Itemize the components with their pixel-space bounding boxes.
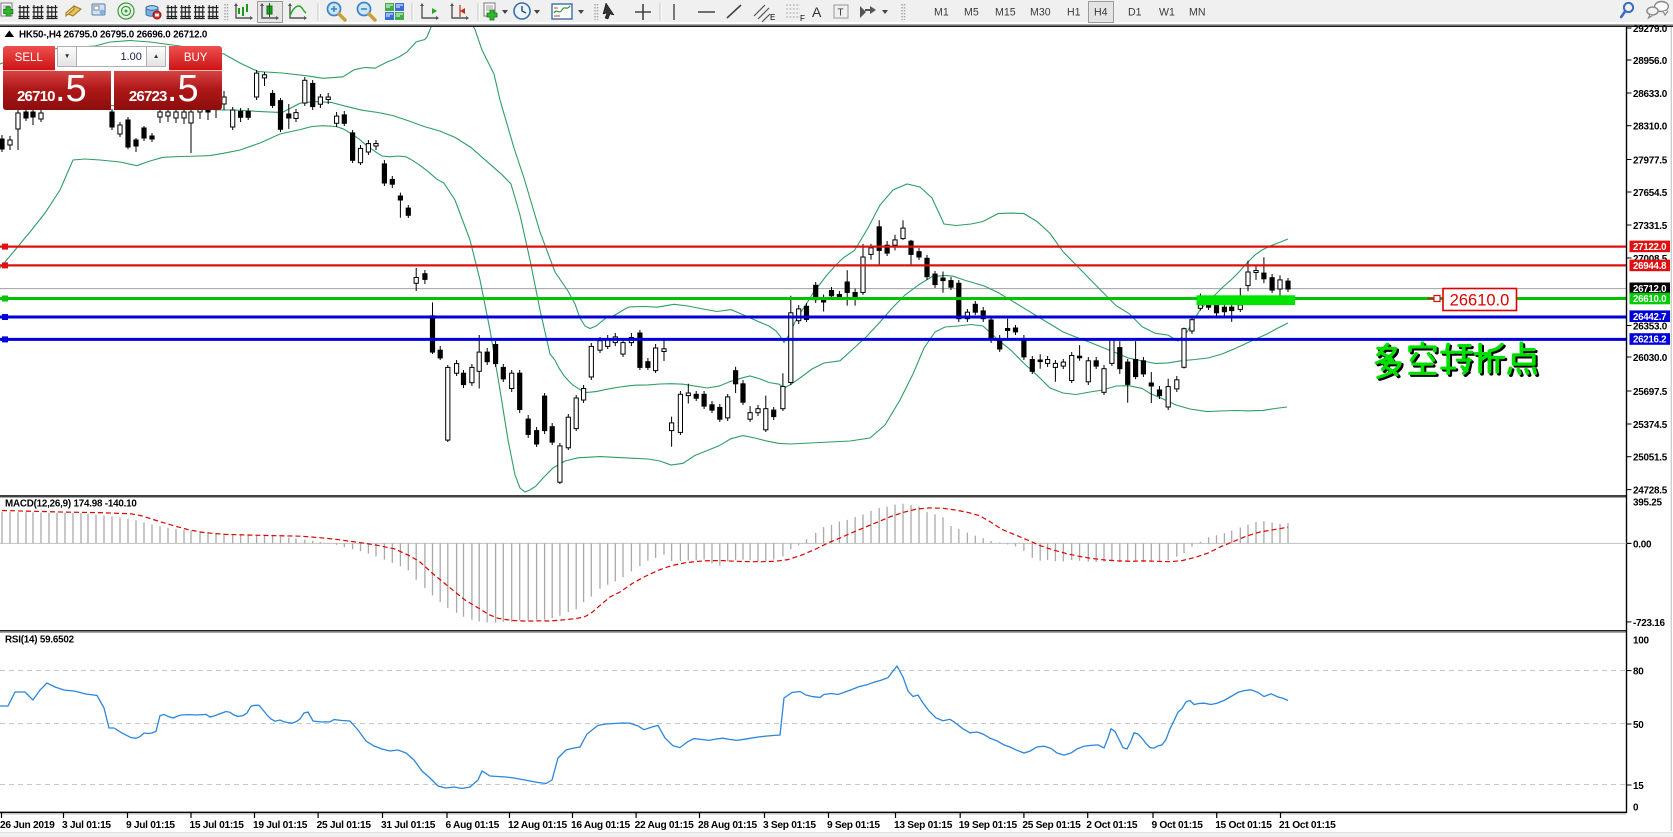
svg-text:26944.8: 26944.8 (1633, 261, 1667, 272)
svg-text:0.00: 0.00 (1633, 539, 1652, 550)
svg-text:50: 50 (1633, 720, 1644, 731)
svg-text:25051.5: 25051.5 (1633, 453, 1668, 464)
svg-text:A: A (812, 4, 822, 20)
svg-text:-723.16: -723.16 (1633, 618, 1666, 629)
svg-text:6 Aug 01:15: 6 Aug 01:15 (446, 820, 500, 831)
svg-text:12 Aug 01:15: 12 Aug 01:15 (508, 820, 568, 831)
svg-text:29279.0: 29279.0 (1633, 24, 1668, 35)
svg-text:25374.5: 25374.5 (1633, 420, 1668, 431)
svg-text:27654.5: 27654.5 (1633, 188, 1668, 199)
svg-text:22 Aug 01:15: 22 Aug 01:15 (635, 820, 695, 831)
svg-text:2 Oct 01:15: 2 Oct 01:15 (1086, 820, 1138, 831)
svg-text:F: F (800, 14, 805, 23)
svg-text:26 Jun 2019: 26 Jun 2019 (0, 820, 55, 831)
svg-text:100: 100 (1633, 636, 1649, 647)
svg-text:27008.5: 27008.5 (1633, 254, 1668, 265)
svg-text:395.25: 395.25 (1633, 498, 1662, 509)
svg-text:HK50-,H4 26795.0 26795.0 2669: HK50-,H4 26795.0 26795.0 26696.0 26712.0 (19, 30, 208, 41)
svg-text:13 Sep 01:15: 13 Sep 01:15 (894, 820, 953, 831)
svg-text:0: 0 (1633, 803, 1639, 814)
svg-text:25 Jul 01:15: 25 Jul 01:15 (317, 820, 372, 831)
svg-text:RSI(14) 59.6502: RSI(14) 59.6502 (5, 635, 75, 646)
svg-text:27122.0: 27122.0 (1633, 242, 1666, 253)
svg-text:H1: H1 (1067, 7, 1081, 19)
svg-text:M5: M5 (964, 7, 979, 19)
svg-text:26353.0: 26353.0 (1633, 321, 1668, 332)
svg-text:H4: H4 (1094, 7, 1108, 19)
svg-text:9 Jul 01:15: 9 Jul 01:15 (126, 820, 175, 831)
svg-text:26442.7: 26442.7 (1633, 312, 1666, 323)
svg-text:28633.0: 28633.0 (1633, 89, 1668, 100)
svg-text:28 Aug 01:15: 28 Aug 01:15 (698, 820, 758, 831)
svg-text:D1: D1 (1128, 7, 1142, 19)
svg-text:M15: M15 (995, 7, 1016, 19)
svg-text:26610.0: 26610.0 (1450, 292, 1510, 310)
svg-text:27331.5: 27331.5 (1633, 221, 1668, 232)
svg-text:E: E (770, 13, 775, 22)
svg-text:M1: M1 (934, 7, 949, 19)
svg-text:28956.0: 28956.0 (1633, 56, 1668, 67)
svg-text:M30: M30 (1030, 7, 1051, 19)
svg-text:T: T (838, 8, 844, 19)
svg-text:15 Oct 01:15: 15 Oct 01:15 (1215, 820, 1272, 831)
svg-text:31 Jul 01:15: 31 Jul 01:15 (381, 820, 436, 831)
svg-text:80: 80 (1633, 666, 1644, 677)
svg-text:MACD(12,26,9) 174.98 -140.10: MACD(12,26,9) 174.98 -140.10 (5, 499, 137, 510)
svg-text:W1: W1 (1159, 7, 1175, 19)
svg-text:27977.5: 27977.5 (1633, 155, 1668, 166)
svg-text:3 Sep 01:15: 3 Sep 01:15 (763, 820, 816, 831)
svg-text:3 Jul 01:15: 3 Jul 01:15 (62, 820, 111, 831)
svg-text:28310.0: 28310.0 (1633, 122, 1668, 133)
svg-text:26610.0: 26610.0 (1633, 294, 1666, 305)
svg-text:9 Oct 01:15: 9 Oct 01:15 (1152, 820, 1204, 831)
svg-text:26030.0: 26030.0 (1633, 353, 1668, 364)
svg-text:MN: MN (1189, 7, 1205, 19)
svg-text:21 Oct 01:15: 21 Oct 01:15 (1279, 820, 1336, 831)
svg-text:16 Aug 01:15: 16 Aug 01:15 (571, 820, 631, 831)
svg-text:26216.2: 26216.2 (1633, 335, 1666, 346)
svg-text:19 Jul 01:15: 19 Jul 01:15 (253, 820, 308, 831)
svg-text:15 Jul 01:15: 15 Jul 01:15 (190, 820, 245, 831)
svg-text:15: 15 (1633, 781, 1644, 792)
svg-text:24728.5: 24728.5 (1633, 485, 1668, 496)
svg-text:9 Sep 01:15: 9 Sep 01:15 (827, 820, 880, 831)
svg-text:25697.5: 25697.5 (1633, 387, 1668, 398)
svg-text:19 Sep 01:15: 19 Sep 01:15 (959, 820, 1018, 831)
svg-text:26712.0: 26712.0 (1633, 284, 1666, 295)
svg-text:25 Sep 01:15: 25 Sep 01:15 (1022, 820, 1081, 831)
